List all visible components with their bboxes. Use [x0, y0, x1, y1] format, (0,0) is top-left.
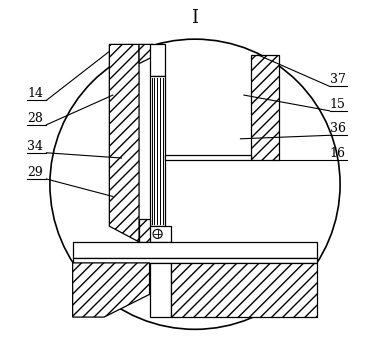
Polygon shape — [139, 219, 149, 242]
Polygon shape — [149, 76, 165, 226]
Polygon shape — [251, 55, 279, 160]
Polygon shape — [149, 44, 165, 76]
Text: I: I — [191, 9, 199, 27]
Text: 14: 14 — [27, 87, 43, 100]
Polygon shape — [109, 44, 139, 242]
Polygon shape — [165, 154, 251, 160]
Polygon shape — [170, 263, 317, 317]
Polygon shape — [144, 226, 170, 242]
Text: 37: 37 — [330, 73, 346, 86]
Text: 16: 16 — [330, 147, 346, 160]
Text: 28: 28 — [27, 112, 43, 125]
Text: 29: 29 — [27, 166, 43, 179]
Polygon shape — [73, 258, 317, 263]
Polygon shape — [73, 242, 317, 258]
Polygon shape — [73, 263, 149, 317]
Text: 34: 34 — [27, 140, 43, 153]
Text: 36: 36 — [330, 122, 346, 135]
Text: 15: 15 — [330, 98, 346, 111]
Polygon shape — [139, 44, 153, 64]
Polygon shape — [149, 263, 170, 317]
